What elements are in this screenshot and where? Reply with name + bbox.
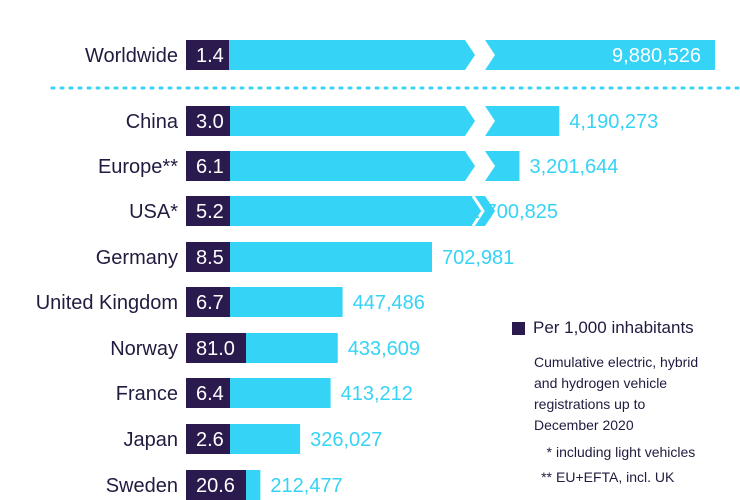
break-mark-china xyxy=(471,105,485,137)
rate-value-germany: 8.5 xyxy=(196,247,224,269)
rate-box-worldwide xyxy=(186,40,229,70)
total-value-france: 413,212 xyxy=(341,383,413,405)
rate-value-france: 6.4 xyxy=(196,383,224,405)
bar-china-left xyxy=(186,106,475,136)
label-usa: USA* xyxy=(129,201,178,223)
label-france: France xyxy=(116,383,178,405)
bar-usa-left xyxy=(186,196,475,226)
rate-box-sweden xyxy=(186,470,246,500)
break-mark-usa xyxy=(471,195,485,227)
legend-note-2-text: EU+EFTA, incl. UK xyxy=(556,469,675,485)
label-china: China xyxy=(126,111,179,133)
total-value-china: 4,190,273 xyxy=(569,111,658,133)
total-value-germany: 702,981 xyxy=(442,247,514,269)
label-united-kingdom: United Kingdom xyxy=(36,292,178,314)
legend-note-2-mark: ** xyxy=(541,469,552,485)
break-mark-worldwide xyxy=(471,39,485,71)
total-value-norway: 433,609 xyxy=(348,338,420,360)
legend-note-1: * including light vehicles xyxy=(512,442,737,463)
rate-value-japan: 2.6 xyxy=(196,429,224,451)
legend-note-1-text: including light vehicles xyxy=(556,444,696,460)
label-germany: Germany xyxy=(96,247,178,269)
total-value-united-kingdom: 447,486 xyxy=(353,292,425,314)
label-worldwide: Worldwide xyxy=(85,45,178,67)
total-value-usa: 1,700,825 xyxy=(469,201,558,223)
legend-note-1-mark: * xyxy=(546,444,552,460)
total-value-europe: 3,201,644 xyxy=(529,156,618,178)
legend-key-label: Per 1,000 inhabitants xyxy=(533,318,694,337)
legend-key: Per 1,000 inhabitants xyxy=(512,318,737,338)
total-value-worldwide: 9,880,526 xyxy=(612,45,701,67)
bar-usa-right xyxy=(459,196,495,226)
rate-value-united-kingdom: 6.7 xyxy=(196,292,224,314)
rate-box-usa xyxy=(186,196,230,226)
label-europe: Europe** xyxy=(98,156,178,178)
rate-value-sweden: 20.6 xyxy=(196,475,235,497)
bar-worldwide-right xyxy=(485,40,715,70)
bar-europe-right xyxy=(485,151,520,181)
label-sweden: Sweden xyxy=(106,475,178,497)
rate-box-europe xyxy=(186,151,230,181)
break-mark-europe xyxy=(471,150,485,182)
bar-china-right xyxy=(485,106,560,136)
rate-value-usa: 5.2 xyxy=(196,201,224,223)
rate-box-norway xyxy=(186,333,246,363)
bar-europe-left xyxy=(186,151,475,181)
rate-box-germany xyxy=(186,242,230,272)
total-value-sweden: 212,477 xyxy=(270,475,342,497)
rate-box-france xyxy=(186,378,230,408)
bar-worldwide-left xyxy=(186,40,475,70)
rate-value-norway: 81.0 xyxy=(196,338,235,360)
rate-box-japan xyxy=(186,424,230,454)
rate-box-united-kingdom xyxy=(186,287,230,317)
rate-box-china xyxy=(186,106,230,136)
rate-value-europe: 6.1 xyxy=(196,156,224,178)
label-japan: Japan xyxy=(124,429,179,451)
label-norway: Norway xyxy=(110,338,178,360)
legend-note-2: ** EU+EFTA, incl. UK xyxy=(512,467,737,488)
legend-swatch xyxy=(512,321,525,335)
legend: Per 1,000 inhabitants Cumulative electri… xyxy=(512,318,737,488)
rate-value-worldwide: 1.4 xyxy=(196,45,224,67)
total-value-japan: 326,027 xyxy=(310,429,382,451)
legend-description: Cumulative electric, hybrid and hydrogen… xyxy=(534,354,699,433)
rate-value-china: 3.0 xyxy=(196,111,224,133)
